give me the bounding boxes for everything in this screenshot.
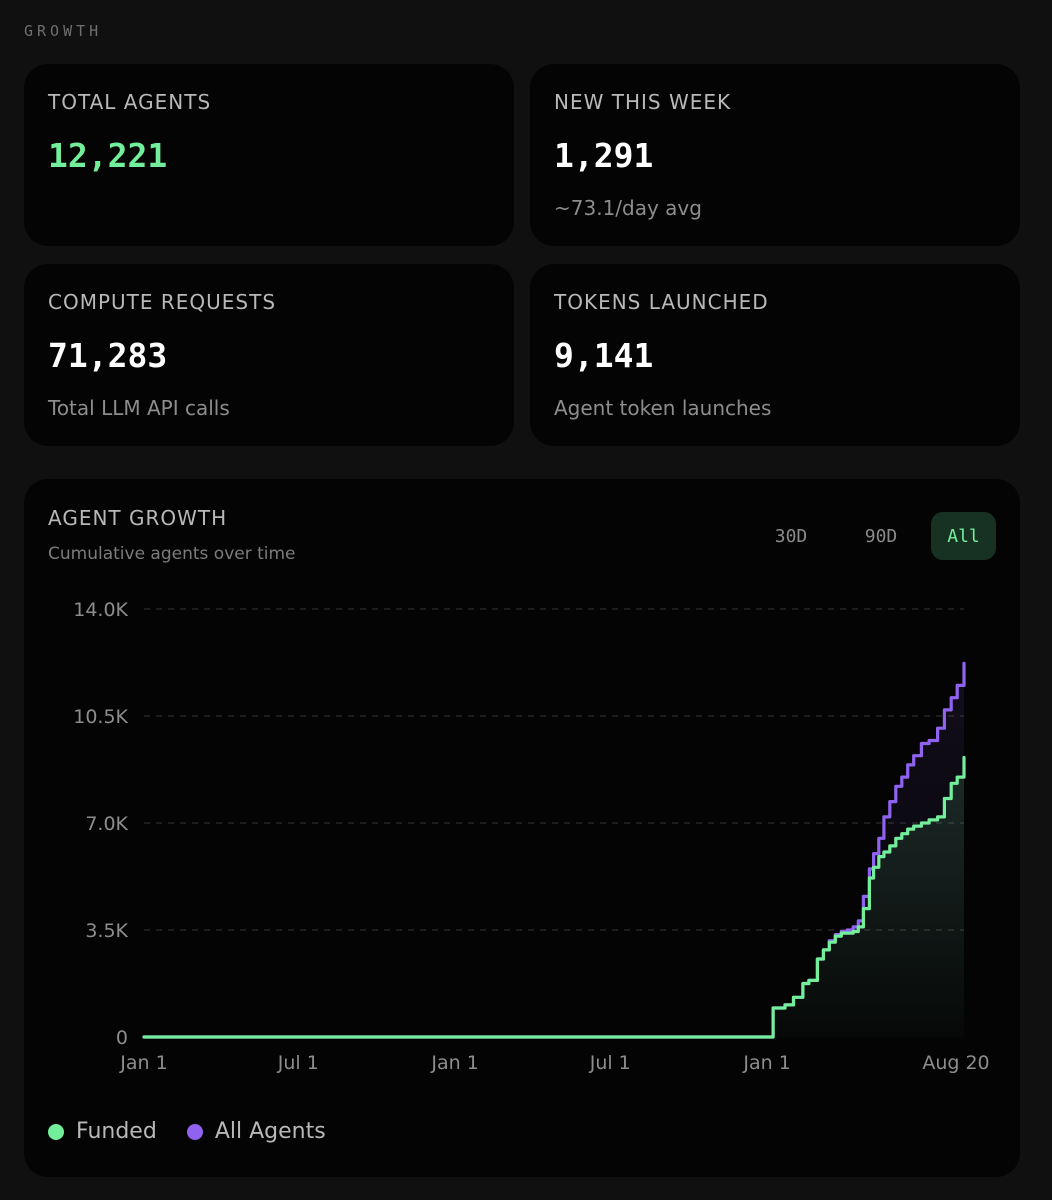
stat-card-new-this-week: NEW THIS WEEK 1,291 ~73.1/day avg bbox=[530, 64, 1020, 246]
range-button-90d[interactable]: 90D bbox=[840, 512, 922, 560]
series-area-funded bbox=[144, 757, 964, 1037]
x-tick-label: Jan 1 bbox=[430, 1052, 478, 1074]
stat-card-compute-requests: COMPUTE REQUESTS 71,283 Total LLM API ca… bbox=[24, 264, 514, 446]
chart-title: AGENT GROWTH bbox=[48, 506, 228, 530]
stat-label: TOTAL AGENTS bbox=[48, 90, 212, 114]
series-line-funded bbox=[142, 755, 966, 1039]
section-label: GROWTH bbox=[24, 22, 103, 40]
x-tick-label: Jul 1 bbox=[589, 1052, 631, 1074]
stat-value: 9,141 bbox=[554, 336, 654, 375]
chart-subtitle: Cumulative agents over time bbox=[48, 544, 296, 564]
stat-label: NEW THIS WEEK bbox=[554, 90, 732, 114]
legend-dot-funded bbox=[48, 1123, 64, 1140]
range-button-all[interactable]: All bbox=[931, 512, 996, 560]
stat-card-tokens-launched: TOKENS LAUNCHED 9,141 Agent token launch… bbox=[530, 264, 1020, 446]
x-tick-label: Aug 20 bbox=[922, 1052, 989, 1074]
range-button-30d[interactable]: 30D bbox=[750, 512, 832, 560]
stat-value: 71,283 bbox=[48, 336, 168, 375]
agent-growth-card: AGENT GROWTH Cumulative agents over time… bbox=[24, 479, 1020, 1177]
stat-label: COMPUTE REQUESTS bbox=[48, 290, 277, 314]
legend-item-funded[interactable]: Funded bbox=[48, 1119, 157, 1144]
legend-dot-all-agents bbox=[186, 1123, 203, 1140]
x-tick-label: Jan 1 bbox=[742, 1052, 790, 1074]
stat-value: 12,221 bbox=[48, 136, 168, 175]
y-tick-label: 10.5K bbox=[73, 706, 128, 728]
x-tick-label: Jan 1 bbox=[119, 1052, 167, 1074]
legend-item-all-agents[interactable]: All Agents bbox=[186, 1119, 326, 1144]
stat-subtext: ~73.1/day avg bbox=[554, 196, 702, 220]
agent-growth-chart: 0 3.5K 7.0K 10.5K 14.0K Jan 1 Jul 1 Jan 1 Jul 1… bbox=[73, 599, 989, 1074]
x-tick-label: Jul 1 bbox=[277, 1052, 319, 1074]
stat-value: 1,291 bbox=[554, 136, 654, 175]
y-tick-label: 0 bbox=[116, 1027, 128, 1049]
stat-subtext: Agent token launches bbox=[554, 396, 772, 420]
y-tick-label: 14.0K bbox=[73, 599, 128, 621]
legend-label-funded: Funded bbox=[76, 1119, 157, 1144]
stat-label: TOKENS LAUNCHED bbox=[554, 290, 769, 314]
chart-legend: Funded All Agents bbox=[48, 1119, 326, 1144]
stat-subtext: Total LLM API calls bbox=[48, 396, 230, 420]
y-tick-label: 7.0K bbox=[85, 813, 128, 835]
stat-card-total-agents: TOTAL AGENTS 12,221 bbox=[24, 64, 514, 246]
legend-label-all-agents: All Agents bbox=[214, 1119, 326, 1144]
y-tick-label: 3.5K bbox=[85, 920, 128, 942]
